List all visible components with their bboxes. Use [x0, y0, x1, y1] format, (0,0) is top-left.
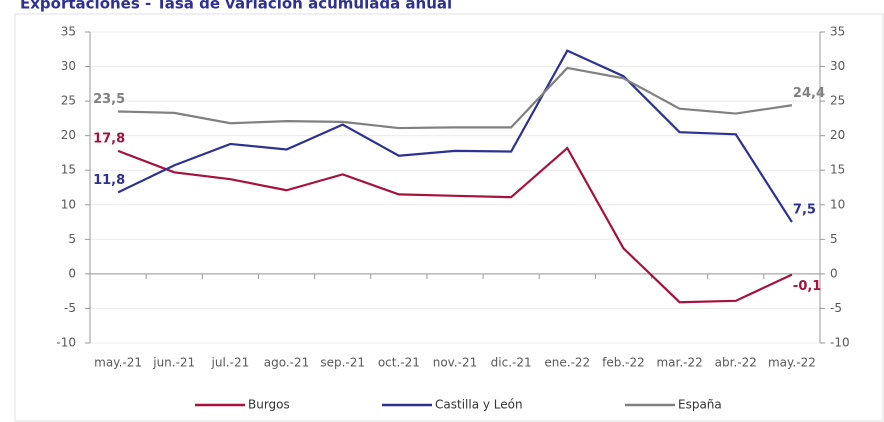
- x-tick-label: jul.-21: [211, 356, 250, 370]
- y2-tick-label: 35: [830, 25, 845, 39]
- legend-label: España: [678, 398, 722, 412]
- series-line: [118, 66, 793, 130]
- y-tick-label: 15: [61, 163, 76, 177]
- y-tick-label: -5: [64, 301, 76, 315]
- x-tick-label: dic.-21: [491, 356, 532, 370]
- x-tick-label: ene.-22: [544, 356, 590, 370]
- x-tick-label: oct.-21: [378, 356, 420, 370]
- value-label: 17,8: [93, 131, 125, 146]
- x-tick-label: nov.-21: [433, 356, 478, 370]
- y2-tick-label: -5: [830, 301, 842, 315]
- y2-tick-label: -10: [830, 336, 850, 350]
- y-tick-label: 25: [61, 94, 76, 108]
- y-tick-label: 20: [61, 128, 76, 142]
- y2-tick-label: 30: [830, 59, 845, 73]
- x-tick-label: abr.-22: [715, 356, 757, 370]
- y-tick-label: 35: [61, 25, 76, 39]
- series-line: [117, 146, 793, 304]
- y-tick-label: -10: [56, 336, 76, 350]
- value-label: -0,1: [793, 279, 821, 294]
- y-tick-label: 10: [61, 197, 76, 211]
- chart-border: [14, 13, 884, 422]
- legend-label: Castilla y León: [435, 398, 523, 412]
- value-label: 11,8: [93, 173, 125, 188]
- value-label: 23,5: [93, 92, 125, 107]
- y2-tick-label: 10: [830, 197, 845, 211]
- value-label: 7,5: [793, 203, 816, 218]
- series-line: [117, 49, 793, 223]
- y2-tick-label: 15: [830, 163, 845, 177]
- y2-tick-label: 0: [830, 266, 838, 280]
- y2-tick-label: 25: [830, 94, 845, 108]
- x-tick-label: may.-22: [768, 356, 816, 370]
- x-tick-label: may.-21: [94, 356, 142, 370]
- x-tick-label: feb.-22: [602, 356, 645, 370]
- legend-label: Burgos: [248, 398, 290, 412]
- y2-tick-label: 20: [830, 128, 845, 142]
- y-tick-label: 30: [61, 59, 76, 73]
- value-label: 24,4: [793, 86, 825, 101]
- x-tick-label: ago.-21: [264, 356, 310, 370]
- x-tick-label: mar.-22: [656, 356, 702, 370]
- x-tick-label: jun.-21: [152, 356, 195, 370]
- y2-tick-label: 5: [830, 232, 838, 246]
- chart-title: Exportaciones - Tasa de variación acumul…: [20, 0, 452, 13]
- x-tick-label: sep.-21: [320, 356, 365, 370]
- y-tick-label: 0: [68, 266, 76, 280]
- y-tick-label: 5: [68, 232, 76, 246]
